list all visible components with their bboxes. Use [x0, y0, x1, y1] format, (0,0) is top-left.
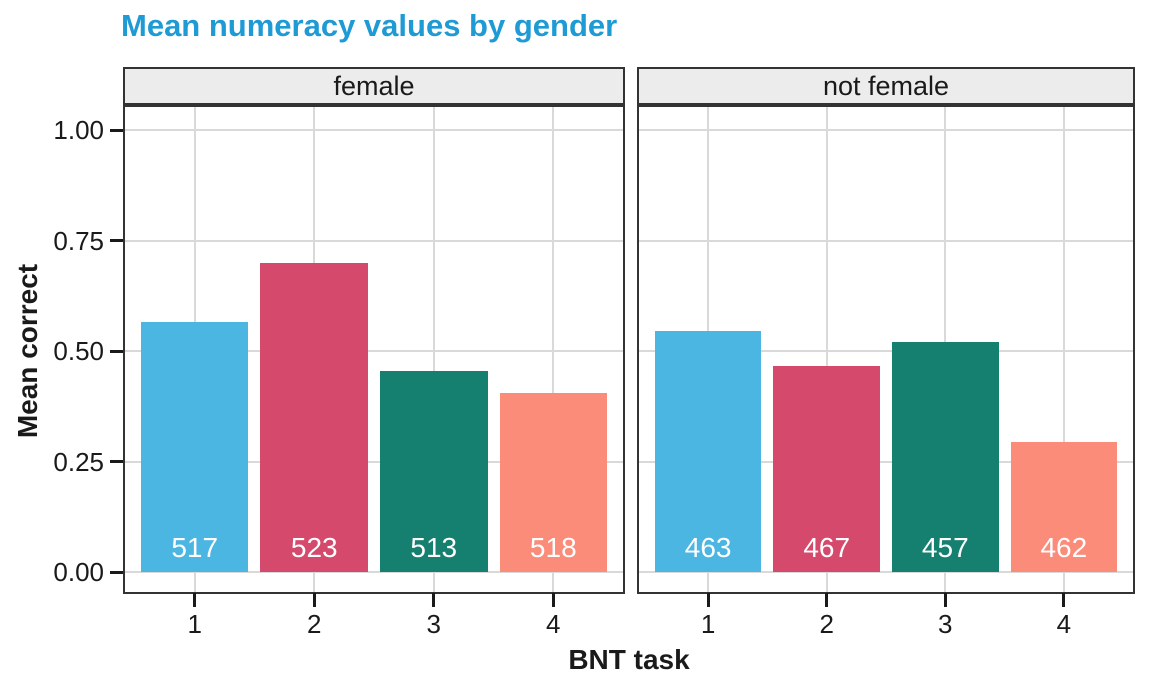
- major-gridline-horizontal: [125, 129, 623, 131]
- major-gridline-horizontal: [639, 129, 1133, 131]
- bar-count-label: 467: [803, 532, 851, 563]
- y-axis-tick-label: 0.75: [53, 225, 104, 256]
- x-axis-tick-label: 1: [700, 609, 716, 639]
- x-axis-tick: [706, 593, 710, 607]
- x-axis-tick: [432, 593, 436, 607]
- major-gridline-horizontal: [639, 239, 1133, 242]
- bar-task-1: [140, 322, 249, 572]
- facet-panel: 517 523 513 518: [123, 105, 625, 594]
- major-gridline-vertical: [552, 107, 555, 592]
- x-axis-tick: [1062, 593, 1066, 607]
- y-axis-tick: [110, 570, 123, 574]
- x-axis-tick: [312, 593, 316, 607]
- bar-count-label: 463: [684, 532, 732, 563]
- facet-panel: 463 467 457 462: [637, 105, 1135, 594]
- bar-count-label: 517: [171, 532, 219, 563]
- major-gridline-vertical: [1062, 107, 1065, 592]
- x-axis-tick: [551, 593, 555, 607]
- bar-task-2: [260, 262, 368, 572]
- y-axis-tick: [110, 239, 123, 242]
- major-gridline-horizontal: [639, 350, 1133, 352]
- facet-strip-label: not female: [822, 70, 950, 101]
- y-axis-tick: [110, 349, 123, 353]
- chart-title: Mean numeracy values by gender: [121, 8, 618, 43]
- x-axis-tick-label: 4: [1056, 609, 1072, 639]
- major-gridline-horizontal: [125, 350, 623, 352]
- bar-count-label: 513: [410, 532, 458, 563]
- x-axis-tick: [943, 593, 947, 607]
- y-axis-tick-label: 0.50: [53, 336, 104, 366]
- x-axis-tick-label: 3: [938, 609, 953, 639]
- major-gridline-horizontal: [125, 460, 623, 463]
- major-gridline-vertical: [825, 107, 828, 592]
- major-gridline-horizontal: [125, 571, 623, 573]
- bar-task-1: [654, 331, 762, 572]
- y-axis-tick: [110, 128, 123, 132]
- x-axis-tick-label: 1: [187, 609, 202, 639]
- major-gridline-horizontal: [639, 460, 1133, 463]
- facet-strip: not female: [637, 67, 1135, 105]
- y-axis-tick: [110, 460, 123, 463]
- major-gridline-vertical: [432, 107, 435, 592]
- x-axis-tick: [825, 593, 829, 607]
- x-axis-tick-label: 3: [426, 609, 441, 639]
- bar-count-label: 523: [290, 532, 338, 563]
- y-axis-tick-label: 0.25: [53, 446, 104, 477]
- bar-count-label: 518: [529, 532, 577, 563]
- bar-count-label: 462: [1040, 532, 1088, 563]
- facet-strip: female: [123, 67, 625, 105]
- x-axis-tick: [193, 593, 197, 607]
- bar-task-3: [379, 370, 488, 572]
- x-axis-tick-label: 4: [546, 609, 561, 639]
- bar-count-label: 457: [921, 532, 969, 563]
- y-axis-tick-label: 0.00: [53, 557, 104, 587]
- major-gridline-horizontal: [125, 239, 623, 242]
- bar-task-2: [773, 366, 881, 572]
- y-axis-tick-label: 1.00: [53, 115, 104, 145]
- x-axis-tick-label: 2: [307, 609, 322, 639]
- facet-strip-label: female: [333, 70, 415, 101]
- bar-task-4: [499, 392, 608, 572]
- bar-task-4: [1010, 441, 1118, 572]
- bar-task-3: [891, 342, 999, 572]
- major-gridline-horizontal: [639, 571, 1133, 573]
- x-axis-tick-label: 2: [819, 609, 834, 639]
- x-axis-title: BNT task: [568, 644, 690, 675]
